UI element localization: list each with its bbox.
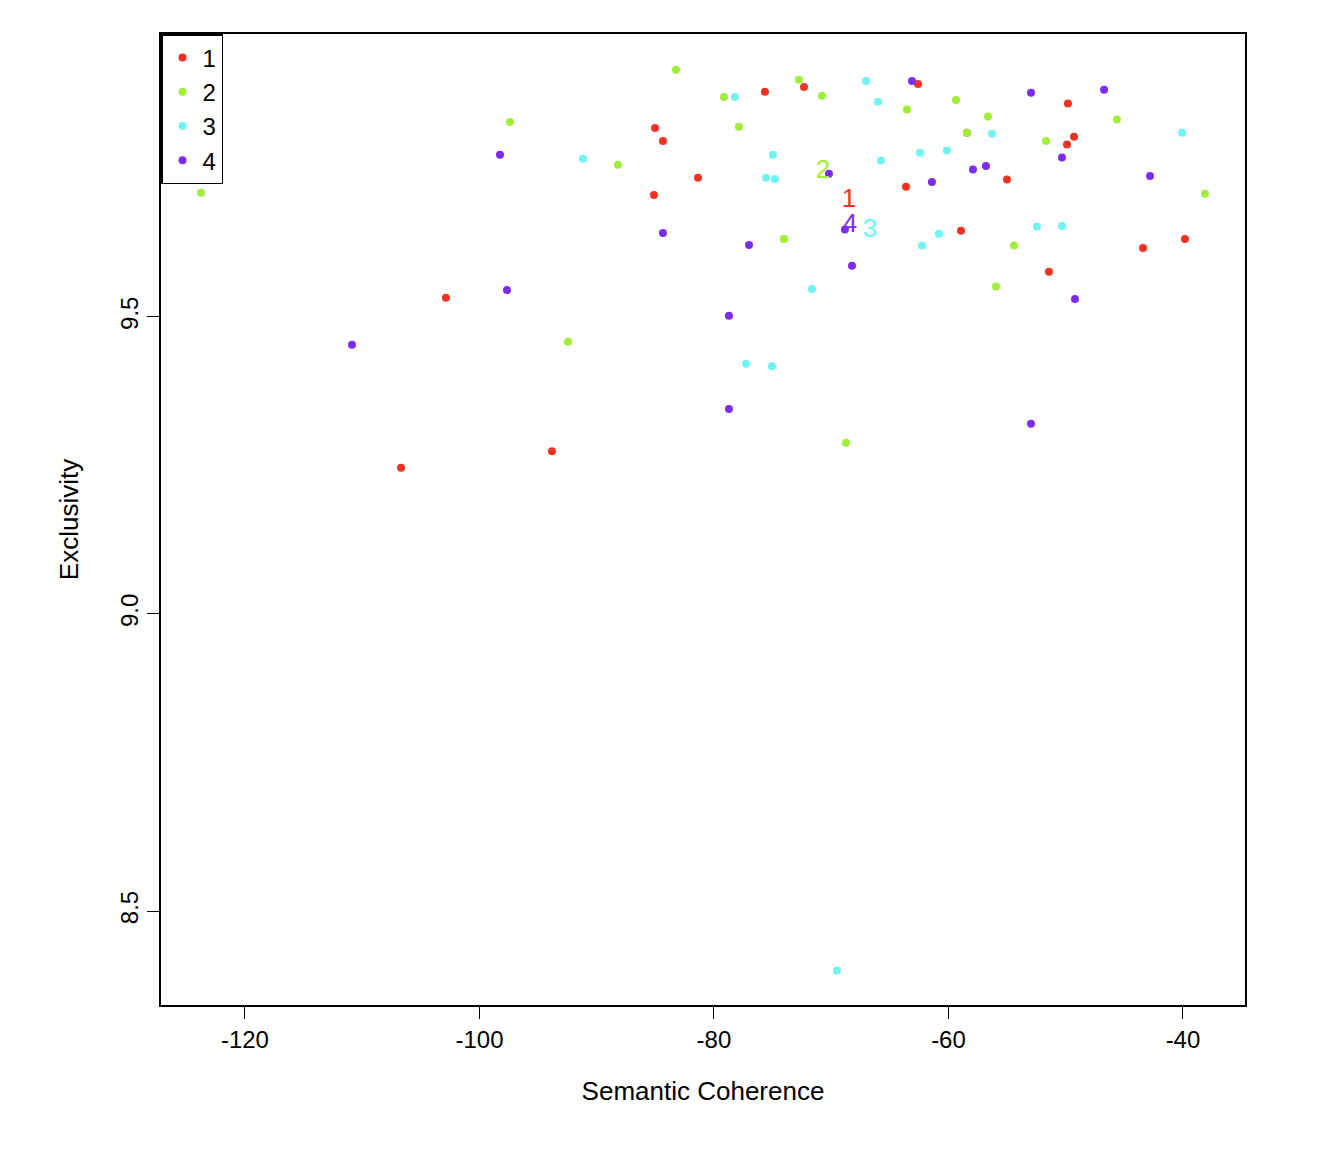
svg-text:Exclusivity: Exclusivity [54, 459, 84, 580]
svg-text:3: 3 [863, 213, 877, 243]
svg-text:-80: -80 [697, 1026, 732, 1053]
svg-text:-60: -60 [931, 1026, 966, 1053]
svg-text:1: 1 [842, 183, 856, 213]
svg-text:9.5: 9.5 [116, 297, 143, 330]
svg-text:4: 4 [843, 208, 857, 238]
svg-text:8.5: 8.5 [116, 891, 143, 924]
svg-text:1: 1 [203, 45, 216, 72]
svg-text:4: 4 [203, 148, 216, 175]
svg-text:3: 3 [203, 113, 216, 140]
svg-text:-100: -100 [455, 1026, 503, 1053]
svg-text:-120: -120 [221, 1026, 269, 1053]
svg-text:9.0: 9.0 [116, 594, 143, 627]
svg-text:-40: -40 [1166, 1026, 1201, 1053]
svg-text:2: 2 [816, 154, 830, 184]
svg-text:2: 2 [203, 79, 216, 106]
svg-text:Semantic Coherence: Semantic Coherence [582, 1076, 825, 1106]
